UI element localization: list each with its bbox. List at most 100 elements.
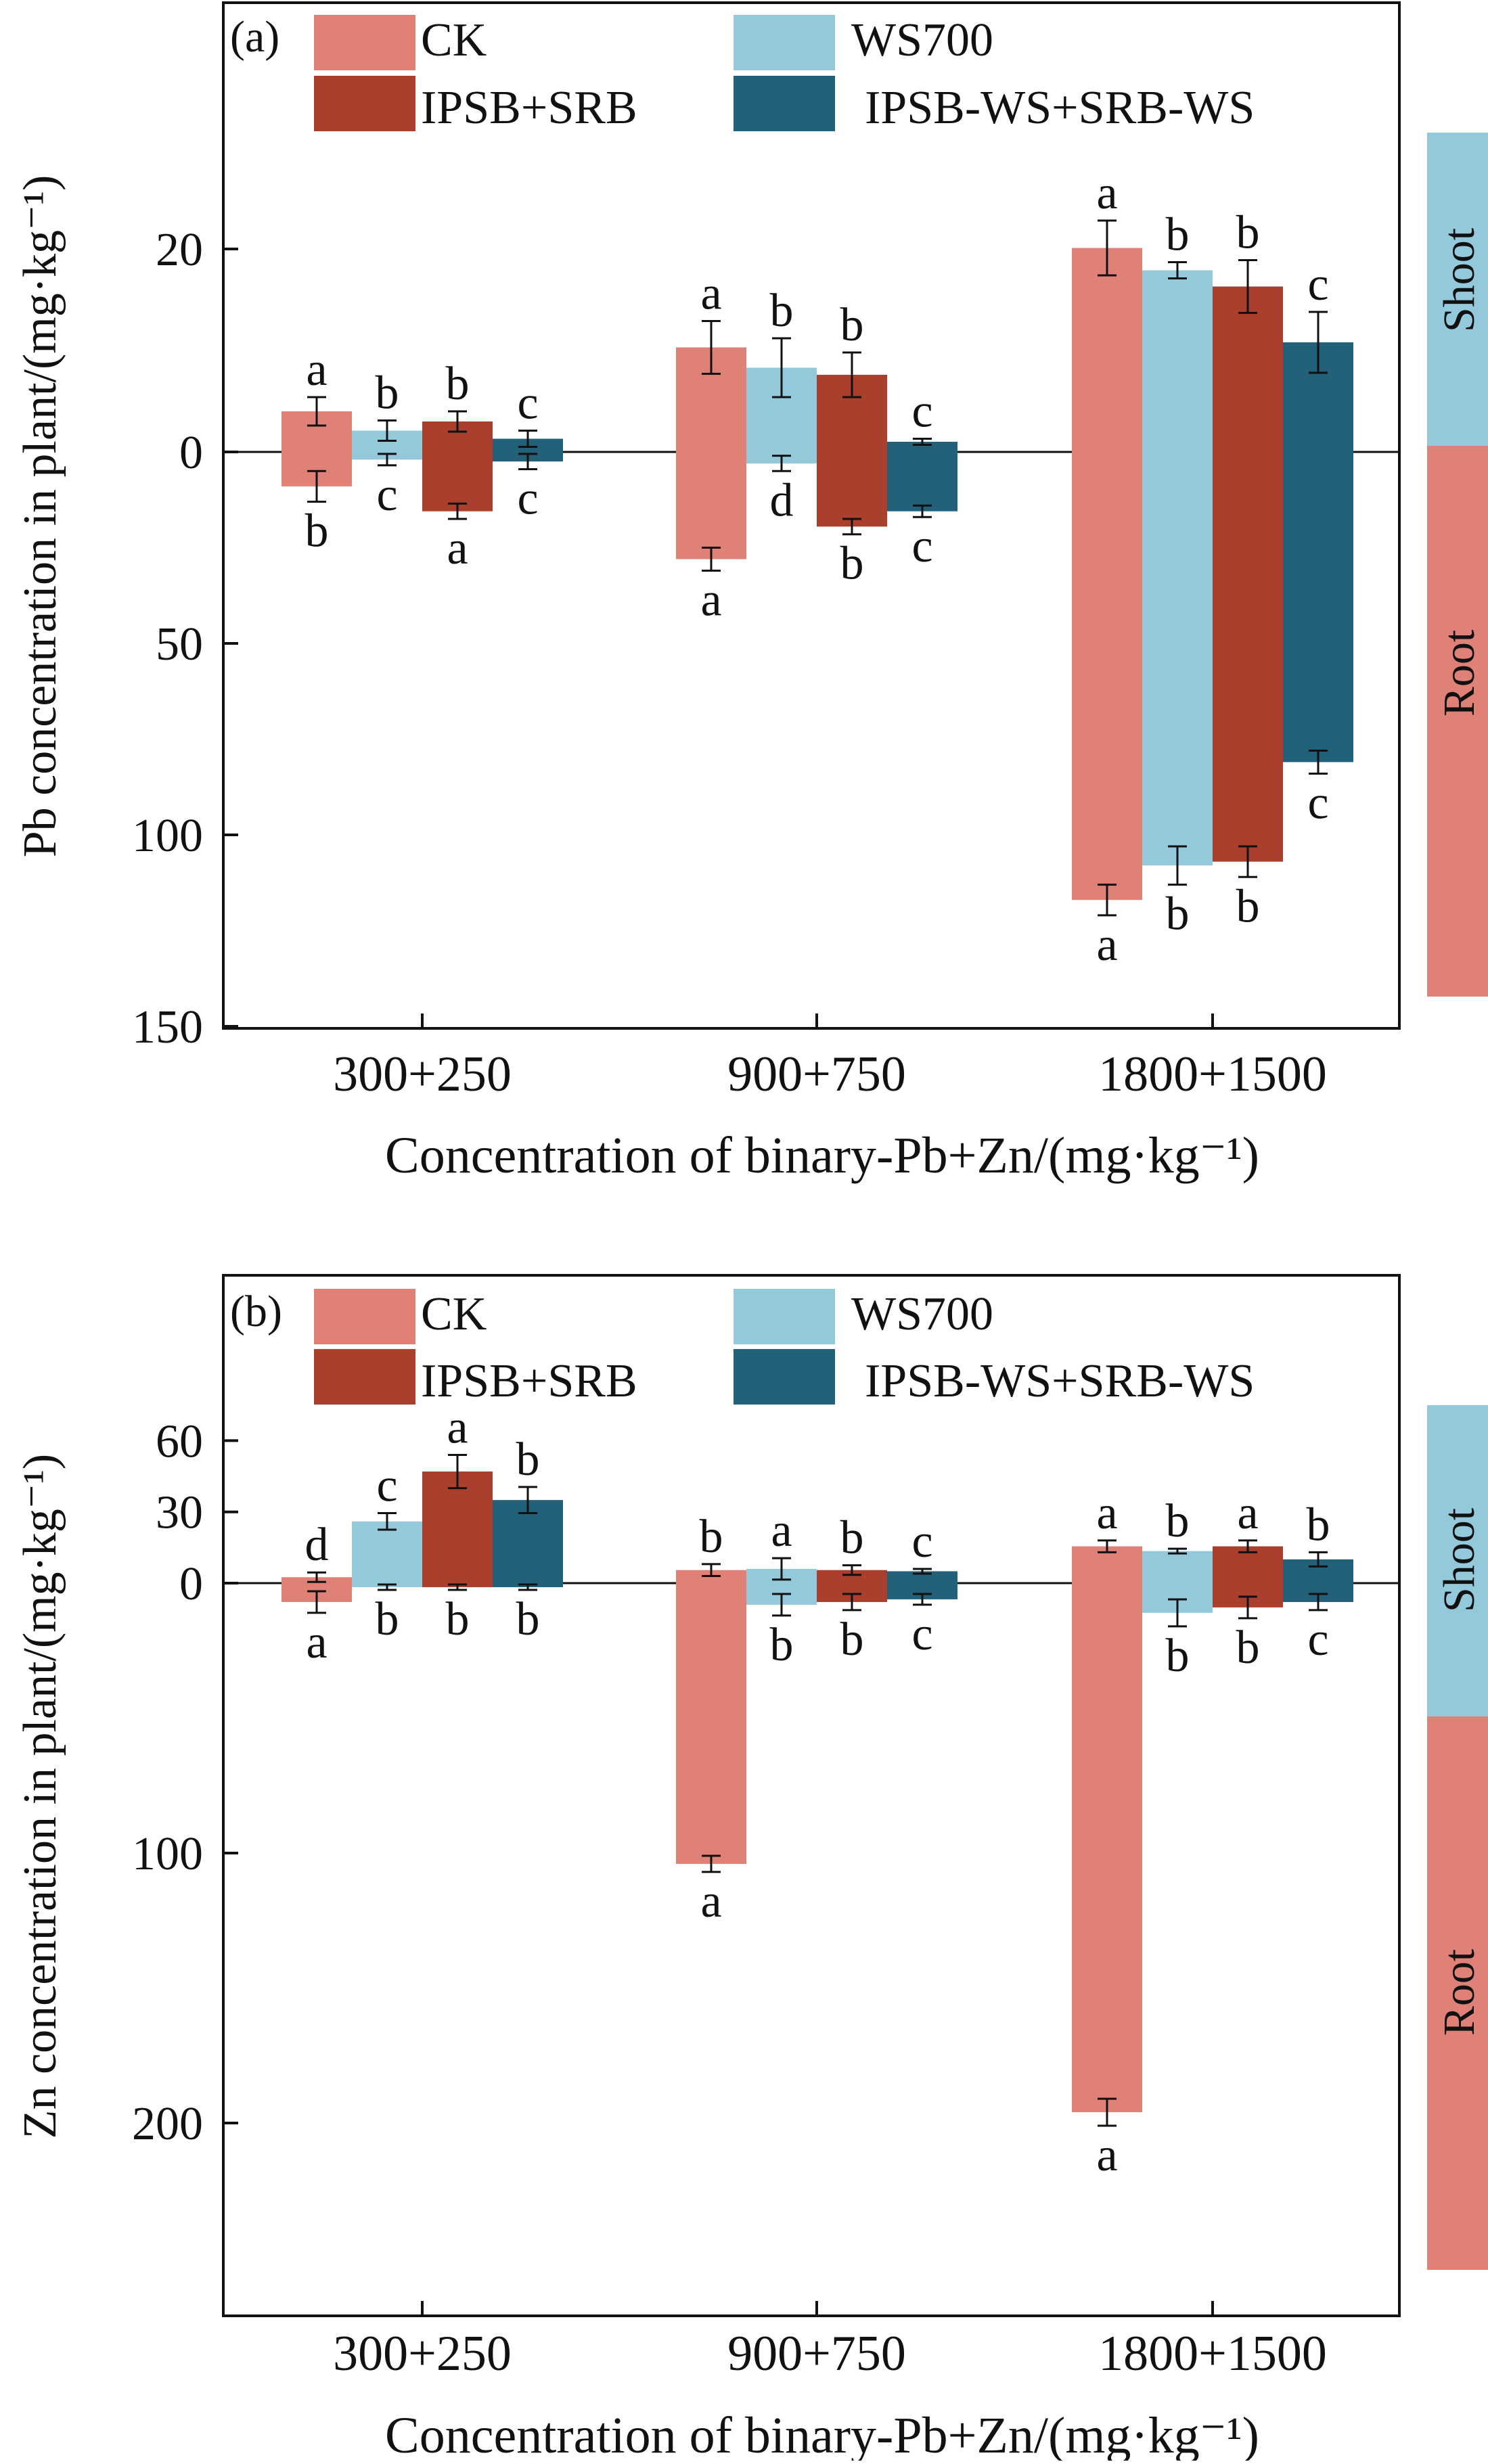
legend: (a) CK WS700 IPSB+SRB IPSB-WS+SRB-WS (230, 12, 1255, 134)
x-tick-label-300-250: 300+250 (333, 2326, 512, 2381)
legend-swatch-ck (314, 1289, 415, 1344)
root-band-label: Root (1435, 1949, 1484, 2036)
shoot-bar-ipsb-srb-900-750 (817, 1570, 887, 1583)
root-bar-ck-900-750 (676, 1583, 746, 1864)
shoot-band-label: Shoot (1435, 1508, 1484, 1612)
y-tick-label: 50 (156, 618, 203, 670)
root-letter-label: b (1236, 1622, 1260, 1674)
y-tick-label: 0 (179, 427, 203, 479)
y-tick-label: 60 (156, 1415, 203, 1467)
shoot-letter-label: b (840, 299, 864, 351)
legend-swatch-ipsb-srb (314, 1349, 415, 1405)
shoot-letter-label: b (1166, 1495, 1190, 1547)
legend-label-ck: CK (421, 1288, 487, 1340)
legend: (b) CK WS700 IPSB+SRB IPSB-WS+SRB-WS (230, 1287, 1255, 1407)
y-tick-label: 30 (156, 1487, 203, 1539)
legend-label-ipsb-ws-srb-ws: IPSB-WS+SRB-WS (865, 1355, 1255, 1407)
root-letter-label: b (840, 538, 864, 590)
shoot-bar-ws700-300-250 (352, 1521, 422, 1583)
x-tick-label-1800-1500: 1800+1500 (1098, 1047, 1327, 1102)
legend-label-ck: CK (421, 14, 487, 66)
shoot-letter-label: b (1236, 207, 1260, 259)
root-letter-label: c (911, 1608, 932, 1660)
shoot-letter-label: c (911, 386, 932, 438)
y-tick-label: 20 (156, 224, 203, 276)
root-band (1427, 446, 1488, 997)
root-letter-label: c (1307, 1614, 1328, 1666)
y-axis-label: Zn concentration in plant/(mg·kg⁻¹) (14, 1454, 66, 2139)
plot-frame (222, 1, 1401, 1030)
shoot-bar-ipsb-srb-300-250 (422, 1471, 493, 1583)
y-axis-label: Pb concentration in plant/(mg·kg⁻¹) (14, 175, 66, 858)
root-letter-label: c (376, 469, 397, 521)
root-bar-ipsb-srb-900-750 (817, 452, 887, 527)
panel-label: (b) (230, 1287, 282, 1336)
shoot-letter-label: b (700, 1511, 723, 1563)
legend-swatch-ipsb-srb (314, 76, 415, 131)
root-bar-ipsb-ws-srb-ws-900-750 (887, 452, 957, 511)
legend-label-ws700: WS700 (851, 1288, 993, 1340)
legend-label-ipsb-ws-srb-ws: IPSB-WS+SRB-WS (865, 82, 1255, 134)
root-band-label: Root (1435, 630, 1484, 716)
legend-label-ws700: WS700 (851, 14, 993, 66)
shoot-letter-label: b (1166, 209, 1190, 261)
x-axis-label: Concentration of binary-Pb+Zn/(mg·kg⁻¹) (385, 1127, 1259, 1184)
root-band (1427, 1716, 1488, 2270)
shoot-letter-label: a (447, 1401, 468, 1453)
root-letter-label: a (447, 522, 468, 574)
x-tick-label-300-250: 300+250 (333, 1047, 512, 1102)
y-tick-label: 100 (132, 1828, 203, 1880)
panel-label: (a) (230, 12, 279, 62)
shoot-letter-label: a (1237, 1487, 1258, 1539)
legend-swatch-ipsb-ws-srb-ws (734, 1349, 835, 1405)
root-bar-ck-1800-1500 (1072, 1583, 1142, 2113)
shoot-letter-label: a (700, 268, 721, 320)
root-bar-ipsb-srb-300-250 (422, 452, 493, 511)
y-tick-label: 150 (132, 1001, 203, 1053)
y-tick-label: 100 (132, 810, 203, 862)
root-letter-label: b (1166, 888, 1190, 940)
root-bar-ws700-1800-1500 (1142, 452, 1213, 866)
shoot-letter-label: b (376, 367, 399, 419)
shoot-letter-label: c (911, 1515, 932, 1568)
shoot-bar-ipsb-ws-srb-ws-900-750 (887, 442, 957, 452)
x-tick-label-1800-1500: 1800+1500 (1098, 2326, 1327, 2381)
shoot-letter-label: a (1096, 167, 1117, 219)
root-letter-label: b (376, 1593, 399, 1645)
shoot-letter-label: b (770, 285, 794, 337)
root-bar-ipsb-srb-1800-1500 (1213, 452, 1283, 862)
shoot-band (1427, 133, 1488, 446)
shoot-letter-label: c (1307, 258, 1328, 311)
root-letter-label: a (1096, 919, 1117, 971)
legend-swatch-ws700 (734, 15, 835, 70)
root-letter-label: a (306, 1616, 327, 1668)
shoot-letter-label: c (376, 1459, 397, 1511)
shoot-bar-ck-1800-1500 (1072, 248, 1142, 452)
root-bar-ipsb-ws-srb-ws-900-750 (887, 1583, 957, 1599)
y-tick-label: 200 (132, 2098, 203, 2150)
shoot-letter-label: a (1096, 1487, 1117, 1539)
root-letter-label: b (516, 1593, 540, 1645)
root-letter-label: c (1307, 777, 1328, 829)
y-tick-label: 0 (179, 1558, 203, 1610)
legend-swatch-ck (314, 15, 415, 70)
shoot-letter-label: a (306, 344, 327, 396)
root-bar-ck-1800-1500 (1072, 452, 1142, 900)
y-ticks: 0 30 60 100 200 (132, 1415, 238, 2150)
shoot-band (1427, 1405, 1488, 1716)
root-letter-label: a (700, 1875, 721, 1927)
shoot-letter-label: c (517, 378, 538, 430)
legend-label-ipsb-srb: IPSB+SRB (421, 82, 637, 134)
shoot-bar-ipsb-ws-srb-ws-900-750 (887, 1571, 957, 1583)
shoot-bar-ipsb-srb-1800-1500 (1213, 286, 1283, 452)
x-axis-label: Concentration of binary-Pb+Zn/(mg·kg⁻¹) (385, 2407, 1259, 2461)
root-letter-label: b (840, 1614, 864, 1666)
shoot-letter-label: a (771, 1505, 792, 1557)
legend-swatch-ipsb-ws-srb-ws (734, 76, 835, 131)
root-letter-label: b (305, 505, 329, 557)
root-letter-label: b (446, 1593, 470, 1645)
